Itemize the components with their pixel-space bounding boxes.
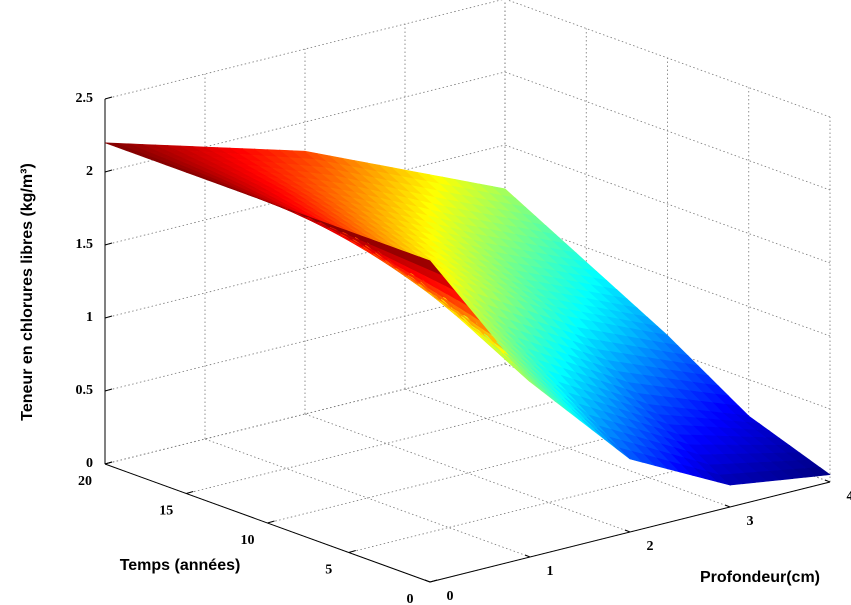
y-tick-label: 10 xyxy=(241,533,255,548)
grid-line xyxy=(104,217,506,319)
grid-line xyxy=(267,422,668,524)
tick-mark xyxy=(624,529,631,533)
y-tick-label: 15 xyxy=(159,504,173,519)
tick-mark xyxy=(424,579,431,583)
grid-line xyxy=(504,71,831,191)
y-tick-label: 0 xyxy=(407,592,414,605)
y-tick-label: 20 xyxy=(78,474,92,489)
tick-mark xyxy=(429,579,438,583)
tick-mark xyxy=(267,520,275,524)
x-tick-label: 1 xyxy=(547,564,554,579)
z-tick-label: 0.5 xyxy=(76,383,94,398)
z-tick-label: 1.5 xyxy=(76,237,94,252)
tick-mark xyxy=(724,504,731,508)
y-axis-label: Temps (années) xyxy=(120,557,241,574)
x-tick-label: 3 xyxy=(747,514,754,529)
grid-line xyxy=(348,452,749,553)
y-tick-label: 5 xyxy=(325,563,332,578)
tick-mark xyxy=(104,242,113,246)
tick-mark xyxy=(104,461,113,465)
grid-line xyxy=(104,0,503,100)
tick-mark xyxy=(186,491,194,494)
x-tick-label: 4 xyxy=(847,489,851,504)
grid-line xyxy=(506,0,831,118)
tick-mark xyxy=(824,479,831,483)
tick-mark xyxy=(348,550,356,553)
z-tick-label: 2.5 xyxy=(76,91,94,106)
grid-line xyxy=(104,290,506,392)
x-tick-label: 0 xyxy=(447,589,454,604)
x-tick-label: 2 xyxy=(647,539,654,554)
grid-line xyxy=(204,438,531,558)
tick-mark xyxy=(524,554,531,558)
tick-mark xyxy=(104,169,113,173)
grid-line xyxy=(304,413,631,533)
grid-line xyxy=(104,363,506,465)
tick-mark xyxy=(104,315,113,319)
grid-line xyxy=(186,393,587,494)
grid-line xyxy=(104,144,506,246)
z-axis-label: Teneur en chlorures libres (kg/m³) xyxy=(19,163,36,421)
z-tick-label: 2 xyxy=(86,164,93,179)
x-axis-label: Profondeur(cm) xyxy=(700,569,820,586)
grid-line xyxy=(504,144,831,264)
tick-mark xyxy=(104,388,113,392)
z-tick-label: 0 xyxy=(86,456,93,471)
surface-patch xyxy=(806,467,831,477)
z-tick-label: 1 xyxy=(86,310,93,325)
tick-mark xyxy=(104,96,113,100)
